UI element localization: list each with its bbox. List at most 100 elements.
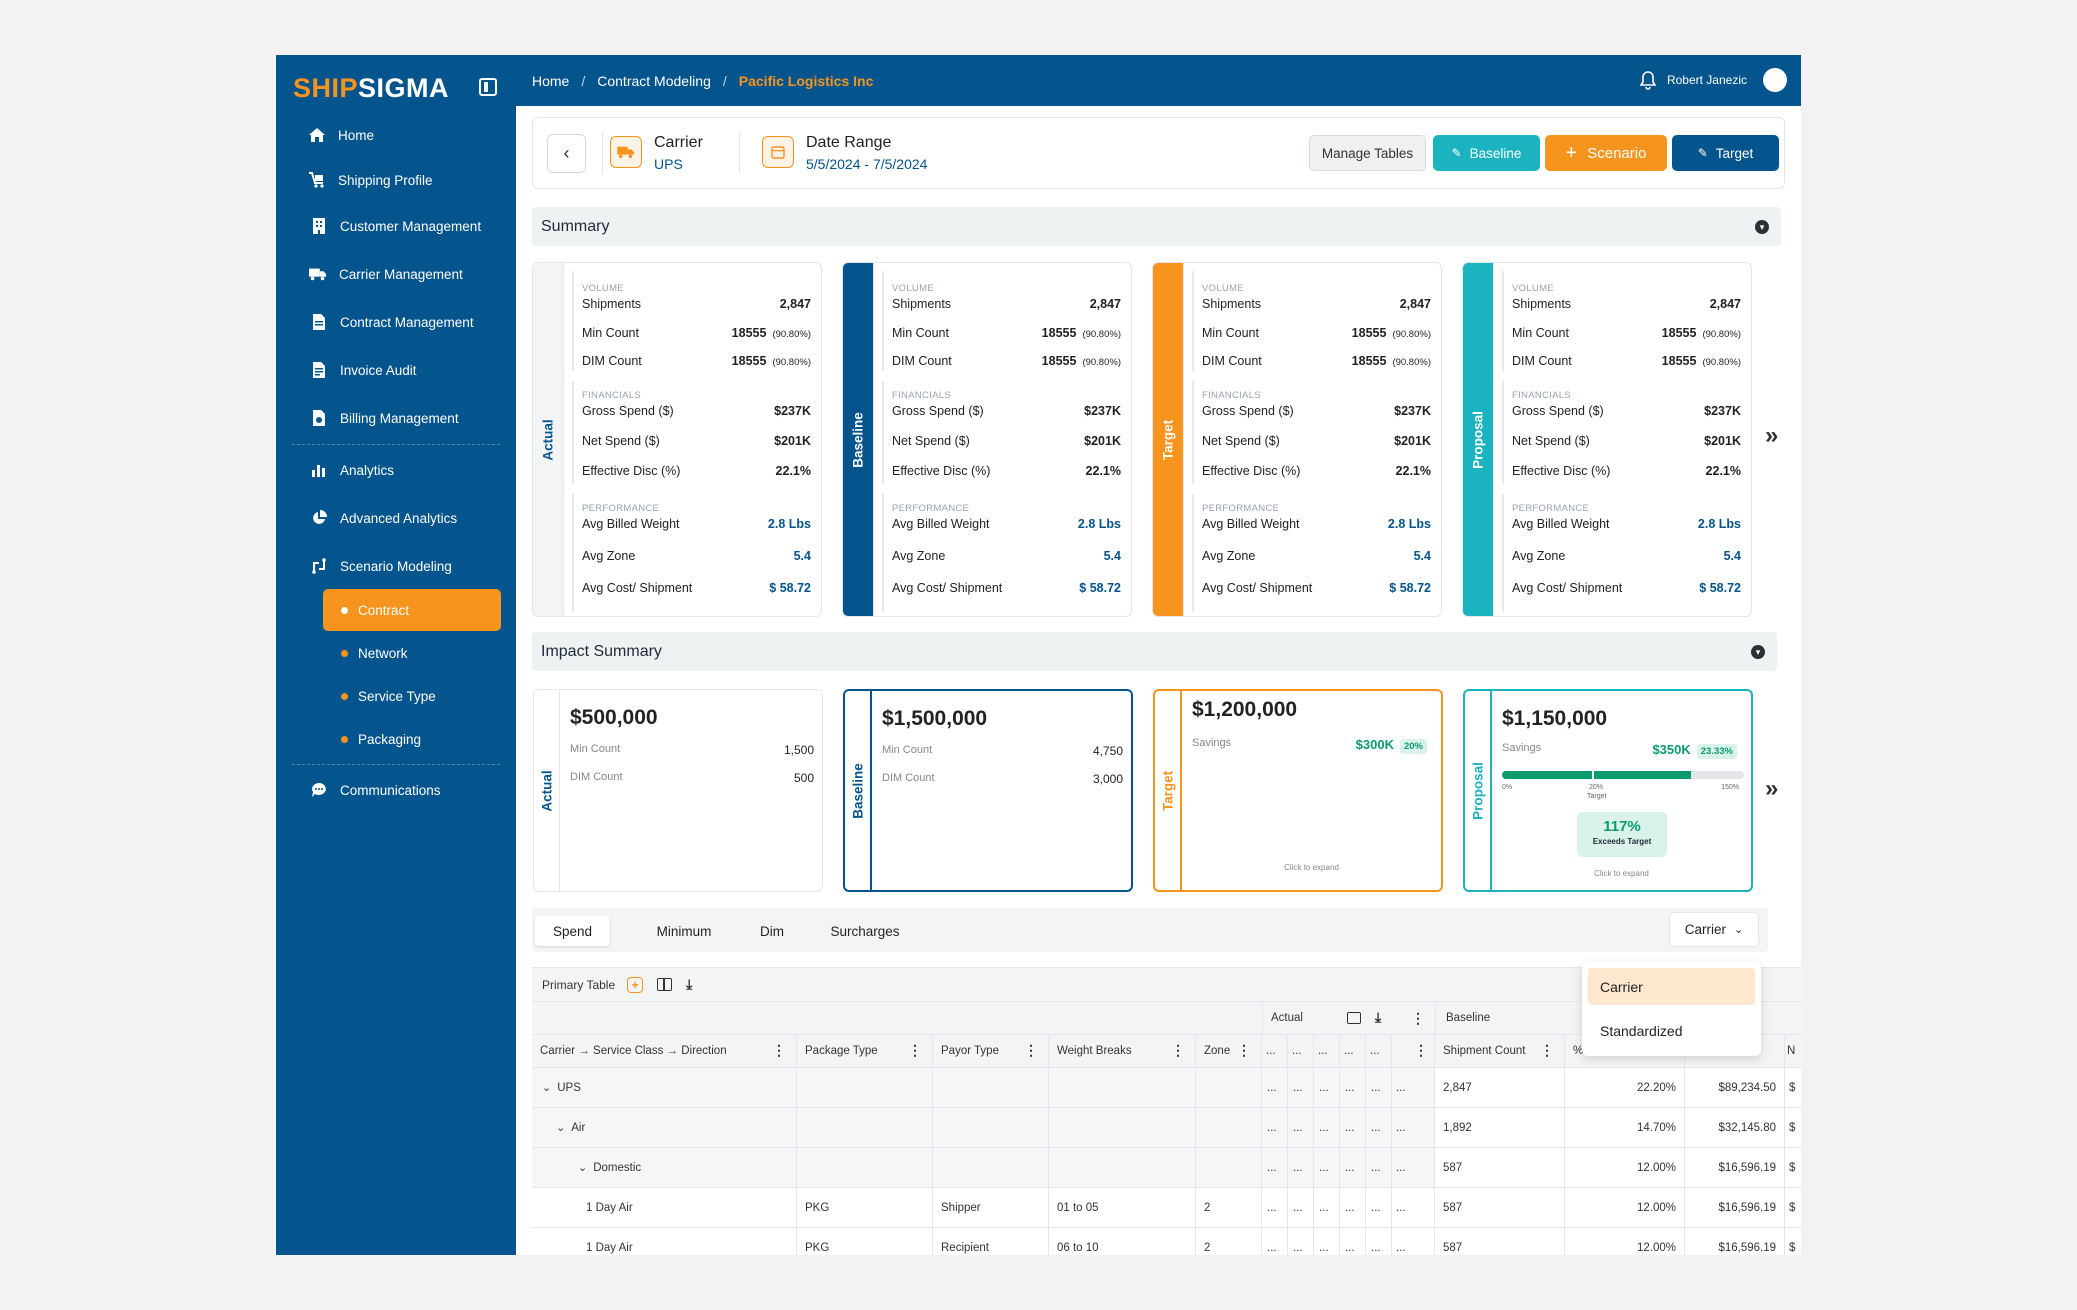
- sidebar-item-shipping-profile[interactable]: Shipping Profile: [308, 166, 433, 194]
- manage-tables-button[interactable]: Manage Tables: [1309, 135, 1426, 171]
- kebab-icon[interactable]: ⋮: [1171, 1042, 1185, 1058]
- table-cell: PKG: [797, 1188, 933, 1228]
- table-cell: ...: [1366, 1068, 1392, 1108]
- sidebar-item-scenario-modeling[interactable]: Scenario Modeling: [310, 552, 452, 580]
- chevron-down-icon[interactable]: ⌄: [542, 1082, 552, 1094]
- table-row-name-cell[interactable]: 1 Day Air: [532, 1228, 797, 1255]
- chevron-down-icon[interactable]: ▾: [1755, 220, 1769, 234]
- target-button[interactable]: ✎ Target: [1672, 135, 1779, 171]
- sidebar-item-billing-management[interactable]: Billing Management: [310, 404, 459, 432]
- metric-label: DIM Count: [582, 354, 642, 368]
- table-row-name-cell[interactable]: ⌄ Air: [532, 1108, 797, 1148]
- sidebar-item-analytics[interactable]: Analytics: [310, 456, 394, 484]
- table-row-name-cell[interactable]: 1 Day Air: [532, 1188, 797, 1228]
- column-header[interactable]: ...: [1262, 1035, 1288, 1068]
- column-header[interactable]: ...: [1288, 1035, 1314, 1068]
- chevron-down-icon[interactable]: ▾: [1751, 645, 1765, 659]
- sidebar-subitem-contract[interactable]: Contract: [323, 589, 501, 631]
- column-header[interactable]: ⋮: [1392, 1035, 1435, 1068]
- sidebar-item-contract-management[interactable]: Contract Management: [310, 308, 474, 336]
- table-cell: ...: [1288, 1068, 1314, 1108]
- kebab-icon[interactable]: ⋮: [1411, 1010, 1425, 1026]
- add-icon[interactable]: +: [627, 976, 644, 993]
- column-header[interactable]: Zone ⋮: [1196, 1035, 1262, 1068]
- column-header[interactable]: ...: [1314, 1035, 1340, 1068]
- back-button[interactable]: ‹: [547, 134, 586, 173]
- columns-icon[interactable]: [1347, 1012, 1361, 1024]
- metric-value: $201K: [1704, 434, 1741, 448]
- chevrons-right-icon[interactable]: »: [1765, 775, 1779, 802]
- kebab-icon[interactable]: ⋮: [1024, 1042, 1038, 1058]
- summary-card-proposal[interactable]: Proposal VOLUME Shipments 2,847 Min Count 185…: [1462, 262, 1752, 617]
- column-header[interactable]: Shipment Count ⋮: [1435, 1035, 1565, 1068]
- sidebar-subitem-packaging[interactable]: Packaging: [323, 718, 501, 760]
- metric-value: 22.1%: [1395, 464, 1431, 478]
- sidebar-subitem-network[interactable]: Network: [323, 632, 501, 674]
- column-header[interactable]: N: [1785, 1035, 1801, 1068]
- avatar[interactable]: [1763, 68, 1787, 92]
- summary-card-baseline[interactable]: Baseline VOLUME Shipments 2,847 Min Count 185…: [842, 262, 1132, 617]
- collapse-sidebar-icon[interactable]: [479, 78, 497, 96]
- table-row-name-cell[interactable]: ⌄ Domestic: [532, 1148, 797, 1188]
- tick-20: 20%: [1589, 784, 1604, 791]
- breadcrumb-home[interactable]: Home: [532, 72, 570, 89]
- dropdown-option-standardized[interactable]: Standardized: [1600, 1022, 1683, 1039]
- tab-minimum[interactable]: Minimum: [656, 923, 712, 939]
- columns-icon[interactable]: [657, 978, 673, 991]
- impact-summary-title: Impact Summary: [541, 642, 662, 660]
- column-header[interactable]: Carrier → Service Class → Direction ⋮: [532, 1035, 797, 1068]
- tab-surcharges[interactable]: Surcharges: [830, 923, 900, 939]
- chevrons-right-icon[interactable]: »: [1765, 422, 1779, 449]
- summary-section-header[interactable]: Summary ▾: [532, 207, 1781, 246]
- summary-card-target[interactable]: Target VOLUME Shipments 2,847 Min Count 18555…: [1152, 262, 1442, 617]
- chevron-down-icon[interactable]: ⌄: [578, 1162, 588, 1174]
- sidebar-item-communications[interactable]: Communications: [310, 776, 441, 804]
- tab-dim[interactable]: Dim: [760, 923, 784, 939]
- sidebar-item-home[interactable]: Home: [308, 121, 374, 149]
- kebab-icon[interactable]: ⋮: [772, 1042, 786, 1058]
- summary-card-actual[interactable]: Actual VOLUME Shipments 2,847 Min Count 18555…: [532, 262, 822, 617]
- carrier-select[interactable]: Carrier ⌄: [1669, 912, 1759, 947]
- breadcrumb-contract-modeling[interactable]: Contract Modeling: [597, 72, 711, 89]
- baseline-button[interactable]: ✎ Baseline: [1433, 135, 1540, 171]
- impact-card-proposal[interactable]: Proposal $1,150,000 Savings $350K 23.33% …: [1463, 689, 1753, 892]
- metric-value: $237K: [1084, 404, 1121, 418]
- sidebar-item-customer-management[interactable]: Customer Management: [310, 212, 481, 240]
- download-icon[interactable]: ⤓: [1375, 1009, 1382, 1025]
- table-cell: 12.00%: [1565, 1148, 1685, 1188]
- pie-chart-icon: [310, 509, 328, 527]
- impact-summary-section-header[interactable]: Impact Summary ▾: [532, 632, 1777, 671]
- sidebar-item-advanced-analytics[interactable]: Advanced Analytics: [310, 504, 457, 532]
- sidebar-item-carrier-management[interactable]: Carrier Management: [309, 260, 463, 288]
- impact-card-baseline[interactable]: Baseline $1,500,000 Min Count 4,750 DIM C…: [843, 689, 1133, 892]
- kebab-icon[interactable]: ⋮: [1414, 1042, 1428, 1058]
- dropdown-option-carrier[interactable]: Carrier: [1588, 968, 1755, 1005]
- metric-row: Min Count 18555 (90.80%): [1512, 326, 1741, 340]
- bar-chart-icon: [310, 461, 328, 479]
- column-header[interactable]: ...: [1340, 1035, 1366, 1068]
- kebab-icon[interactable]: ⋮: [1237, 1042, 1251, 1058]
- kebab-icon[interactable]: ⋮: [1540, 1042, 1554, 1058]
- download-icon[interactable]: ⤓: [686, 976, 693, 992]
- table-row-name-cell[interactable]: ⌄ UPS: [532, 1068, 797, 1108]
- bell-icon[interactable]: [1639, 70, 1657, 90]
- sidebar-item-invoice-audit[interactable]: Invoice Audit: [310, 356, 417, 384]
- tab-spend[interactable]: Spend: [535, 916, 610, 946]
- column-header[interactable]: ...: [1366, 1035, 1392, 1068]
- sidebar-item-label: Communications: [340, 782, 441, 798]
- click-to-expand[interactable]: Click to expand: [1284, 863, 1339, 872]
- column-header[interactable]: Weight Breaks ⋮: [1049, 1035, 1196, 1068]
- impact-card-actual[interactable]: Actual $500,000 Min Count 1,500 DIM Count…: [533, 689, 823, 892]
- sidebar-subitem-service-type[interactable]: Service Type: [323, 675, 501, 717]
- click-to-expand[interactable]: Click to expand: [1594, 869, 1649, 878]
- column-header[interactable]: Package Type ⋮: [797, 1035, 933, 1068]
- metric-label: Gross Spend ($): [892, 404, 984, 418]
- kebab-icon[interactable]: ⋮: [908, 1042, 922, 1058]
- logo[interactable]: SHIPSIGMA: [293, 73, 450, 103]
- column-header[interactable]: Payor Type ⋮: [933, 1035, 1049, 1068]
- chevron-down-icon[interactable]: ⌄: [556, 1122, 566, 1134]
- section-label: PERFORMANCE: [1512, 503, 1590, 514]
- scenario-button[interactable]: + Scenario: [1545, 135, 1667, 171]
- table-cell: $16,596.19: [1685, 1148, 1785, 1188]
- impact-card-target[interactable]: Target $1,200,000 Savings $300K 20% Click…: [1153, 689, 1443, 892]
